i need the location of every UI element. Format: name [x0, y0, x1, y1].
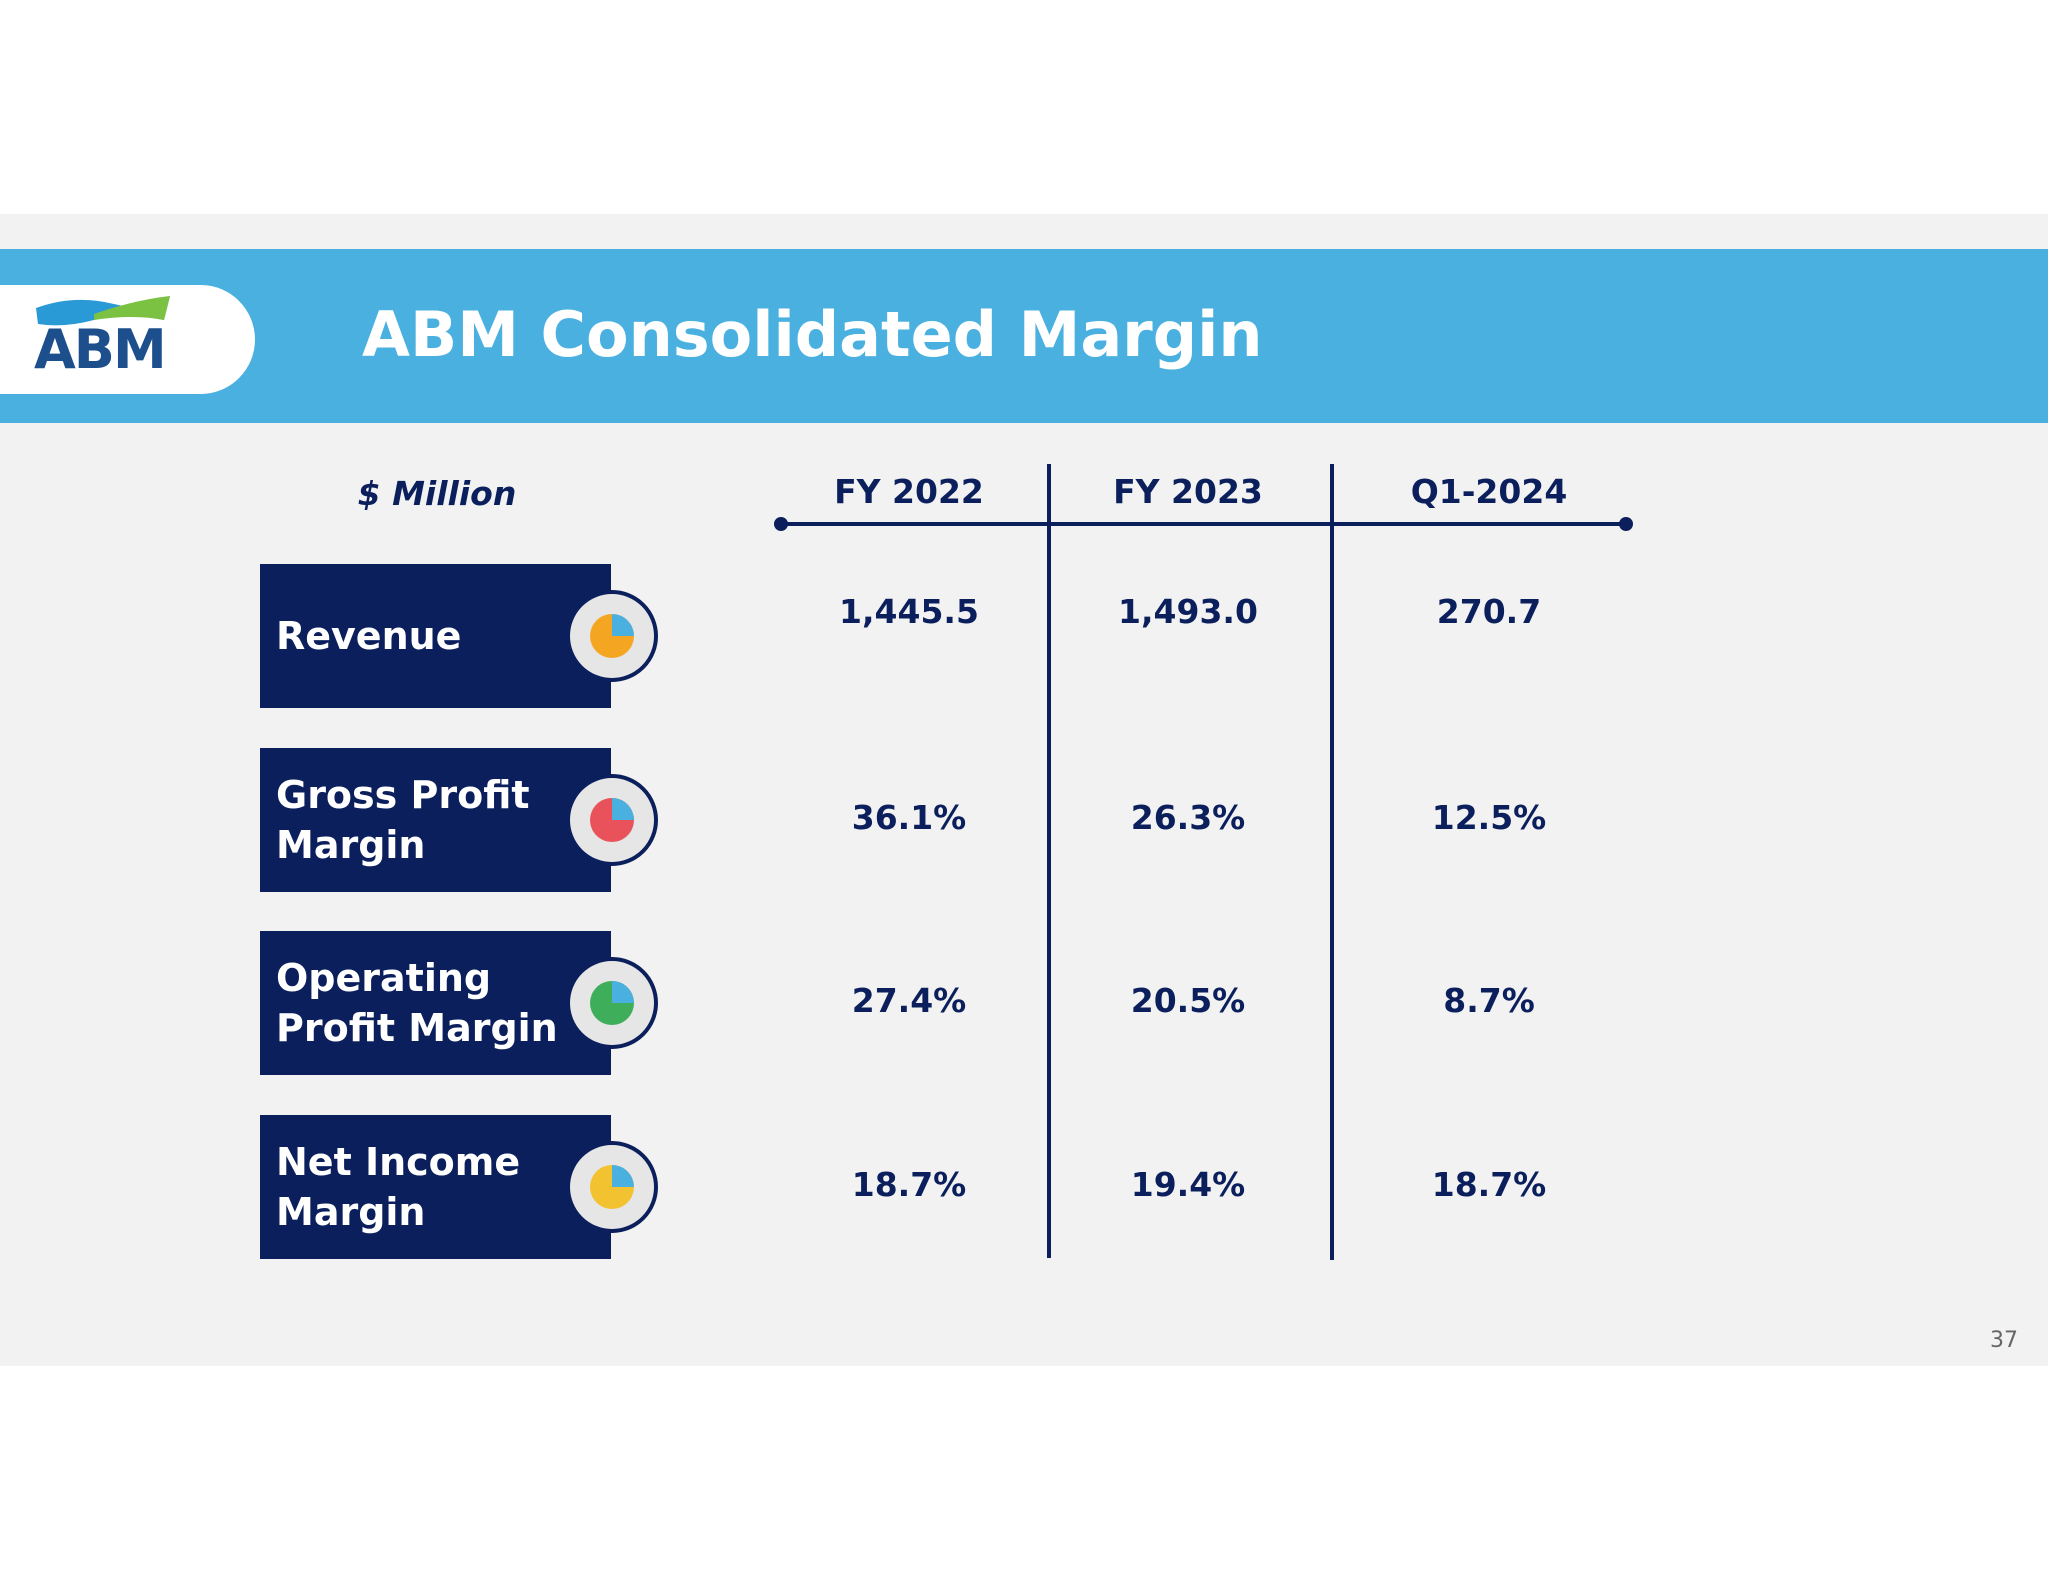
cell-value: 18.7%: [1431, 1165, 1547, 1204]
row-label: Net Income: [276, 1140, 521, 1184]
row-icon: [566, 774, 658, 866]
column-header: FY 2023: [1113, 472, 1263, 511]
logo-pill: [0, 285, 255, 394]
row-icon: [566, 590, 658, 682]
row-label: Profit Margin: [276, 1006, 558, 1050]
cell-value: 19.4%: [1130, 1165, 1246, 1204]
row-label: Margin: [276, 1190, 426, 1234]
cell-value: 270.7: [1436, 592, 1542, 631]
cell-value: 18.7%: [851, 1165, 967, 1204]
row-label: Margin: [276, 823, 426, 867]
row-label-box: Operating Profit Margin: [260, 931, 611, 1075]
cell-value: 1,445.5: [839, 592, 979, 631]
cell-value: 8.7%: [1443, 981, 1535, 1020]
row-label-box: Gross Profit Margin: [260, 748, 611, 892]
row-icon: [566, 1141, 658, 1233]
header-band: [0, 249, 2048, 423]
logo-text: ABM: [34, 318, 167, 381]
row-label-box: Revenue: [260, 564, 611, 708]
slide-title: ABM Consolidated Margin: [362, 298, 1263, 371]
cell-value: 27.4%: [851, 981, 967, 1020]
row-label: Operating: [276, 956, 492, 1000]
column-header: Q1-2024: [1410, 472, 1568, 511]
column-header: FY 2022: [834, 472, 984, 511]
row-icon: [566, 957, 658, 1049]
unit-label: $ Million: [357, 474, 517, 513]
cell-value: 36.1%: [851, 798, 967, 837]
row-label-box: Net Income Margin: [260, 1115, 611, 1259]
row-label: Revenue: [276, 614, 462, 658]
cell-value: 20.5%: [1130, 981, 1246, 1020]
cell-value: 12.5%: [1431, 798, 1547, 837]
logo-wave: [36, 296, 170, 326]
cell-value: 1,493.0: [1118, 592, 1258, 631]
cell-value: 26.3%: [1130, 798, 1246, 837]
row-label: Gross Profit: [276, 773, 530, 817]
page-number: 37: [1990, 1328, 2018, 1353]
